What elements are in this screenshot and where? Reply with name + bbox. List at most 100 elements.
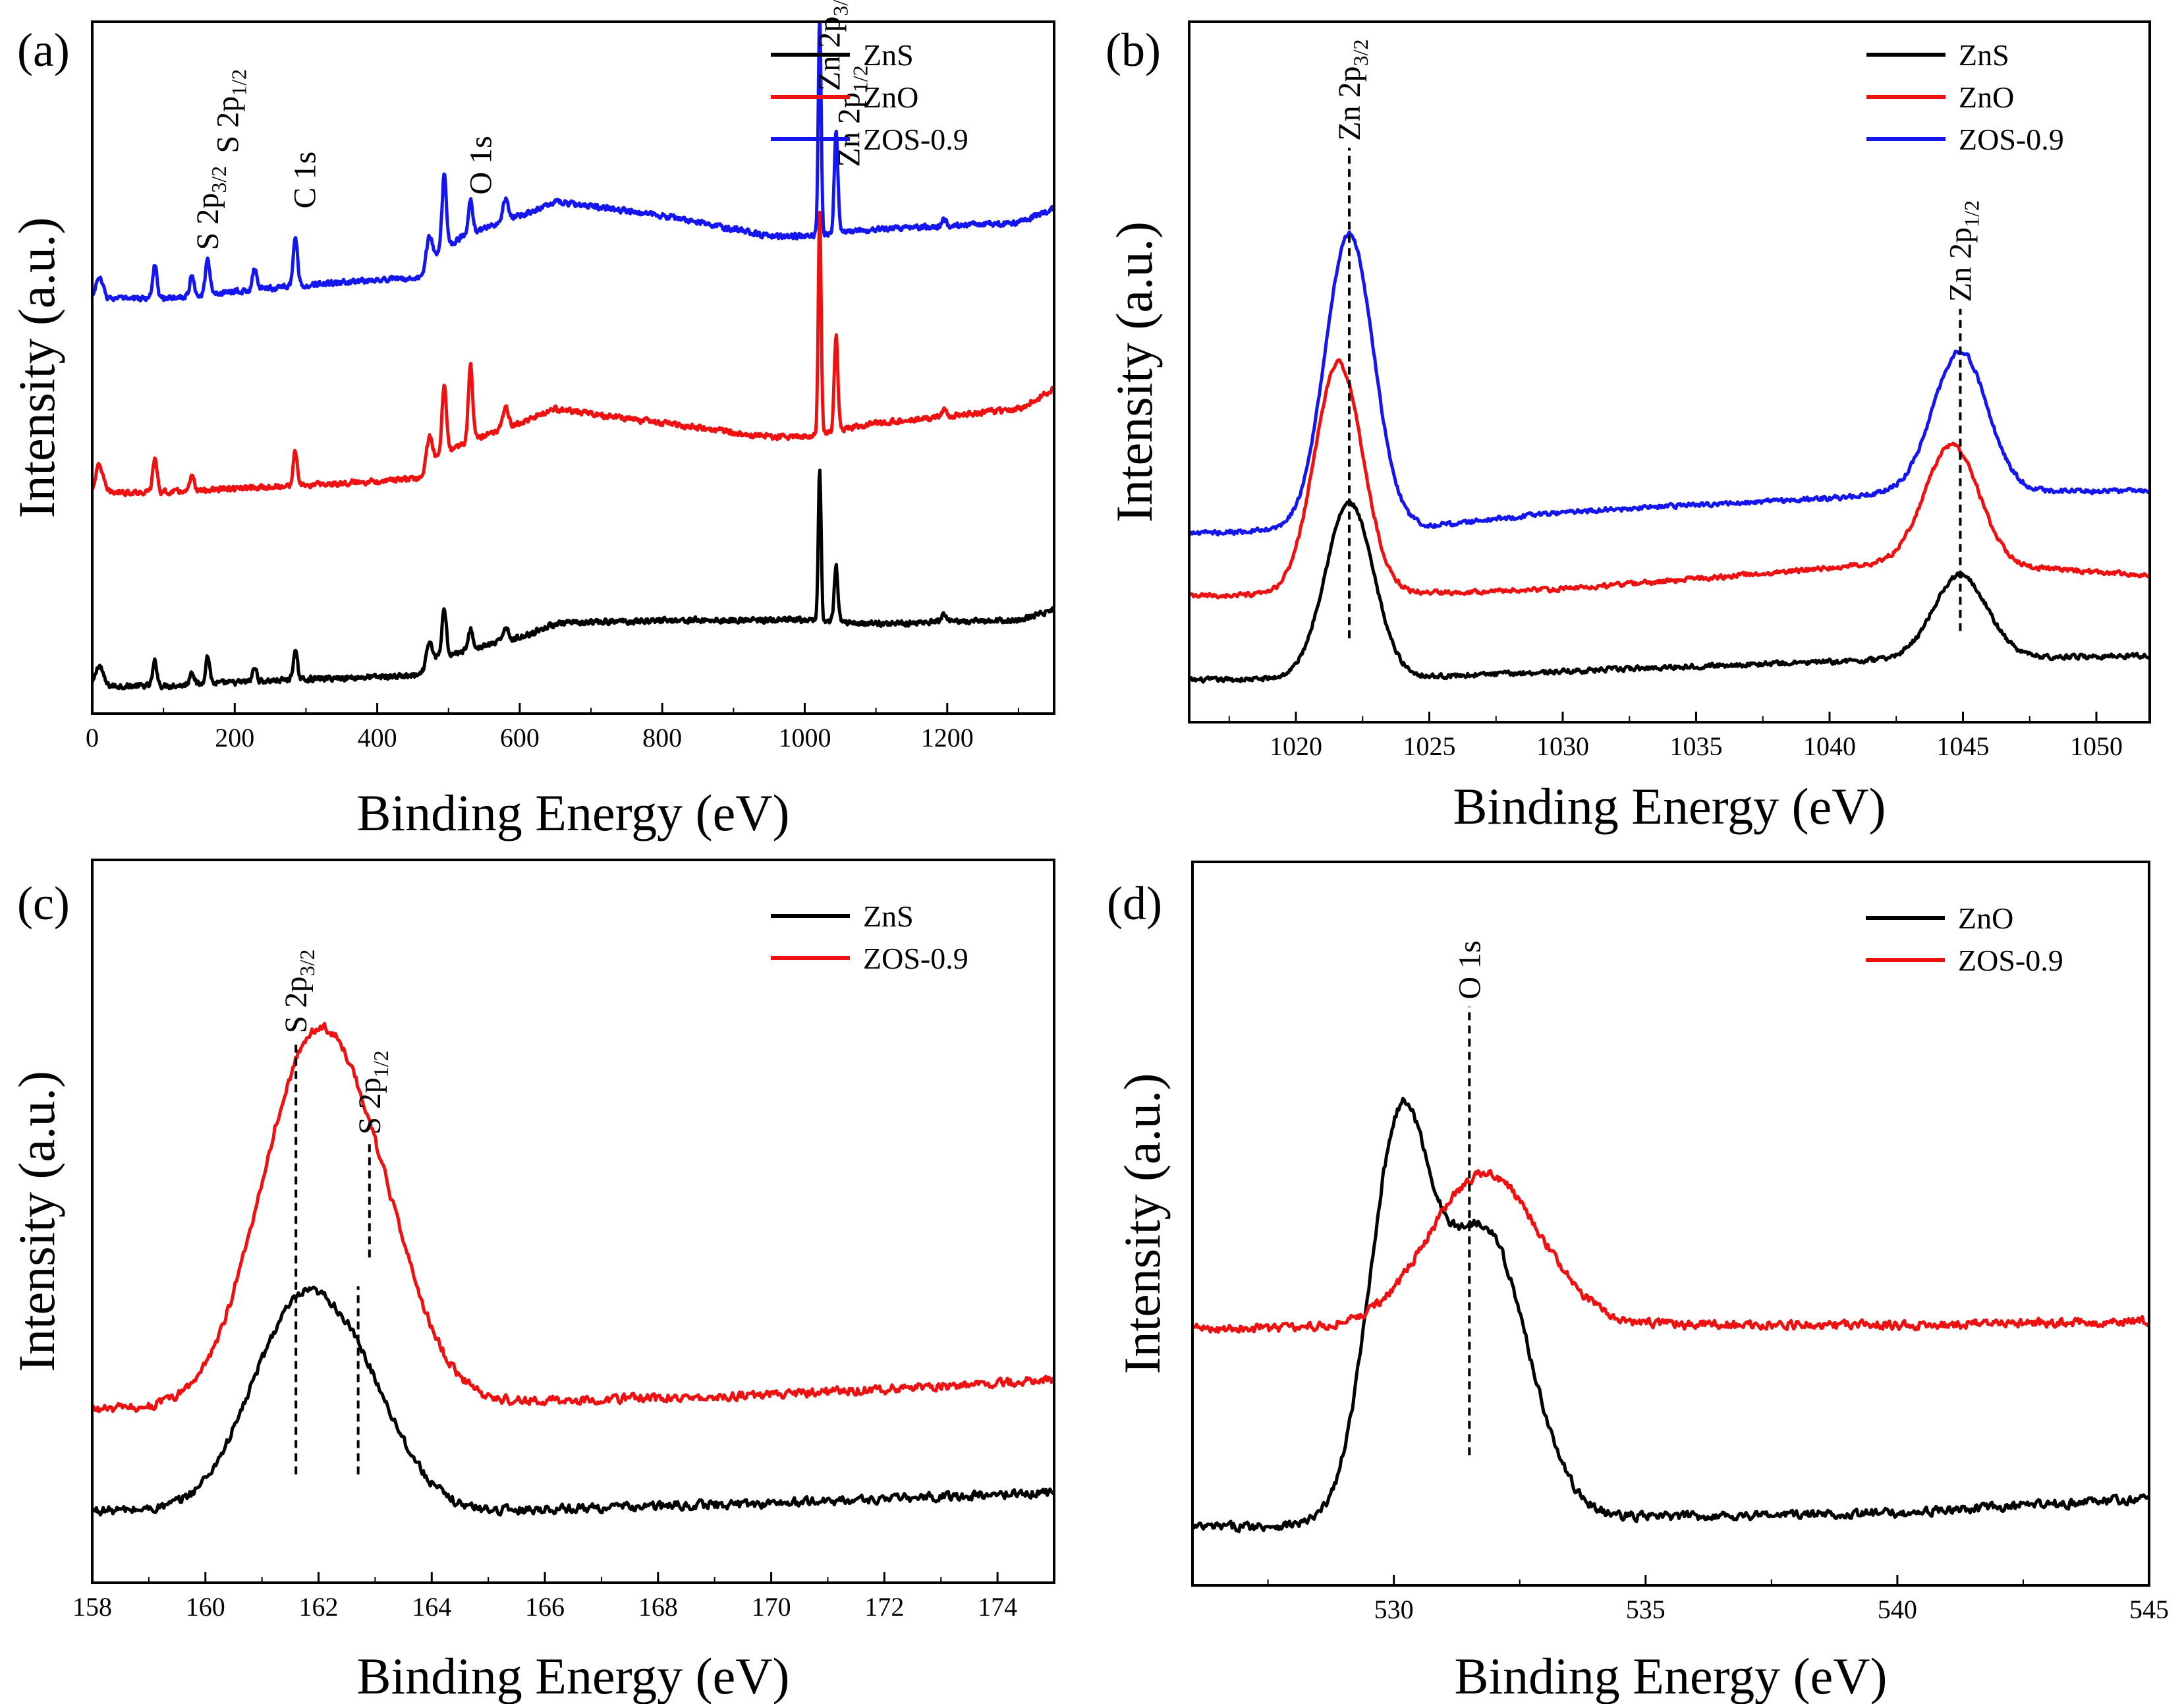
x-tick-label: 1040 [1803, 731, 1856, 761]
peak-label-main: Zn 2p [1943, 227, 1978, 302]
x-tick-label: 166 [525, 1592, 565, 1622]
x-tick-label: 800 [642, 723, 682, 753]
peak-label-main: S 2p [210, 96, 245, 154]
peak-label: Zn 2p3/2 [1332, 39, 1372, 140]
x-tick-label: 1000 [778, 723, 831, 753]
legend: ZnO ZOS-0.9 [1866, 901, 2063, 977]
peak-label-main: S 2p [190, 193, 225, 250]
peak-label-main: C 1s [287, 152, 322, 209]
legend-label-zns: ZnS [863, 899, 914, 933]
x-tick-label: 1200 [921, 723, 974, 753]
peak-label-sub: 3/2 [295, 950, 319, 977]
x-axis-title: Binding Energy (eV) [1454, 1647, 1887, 1704]
series-line-zos-0.9 [92, 22, 1054, 302]
x-tick-label: 540 [1878, 1595, 1917, 1624]
x-tick-label: 1025 [1403, 731, 1456, 761]
peak-label: O 1s [1452, 940, 1487, 999]
legend-label-zos-0.9: ZOS-0.9 [1958, 944, 2063, 977]
x-tick-label: 1035 [1670, 731, 1723, 761]
x-tick-label: 1030 [1536, 731, 1589, 761]
x-tick-label: 158 [72, 1592, 112, 1622]
panel-label: (b) [1106, 24, 1161, 76]
peak-label-sub: 3/2 [1349, 39, 1372, 66]
x-axis-title: Binding Energy (eV) [356, 784, 789, 841]
legend: ZnS ZOS-0.9 [771, 899, 968, 975]
series-line-zno [1192, 1096, 2149, 1533]
legend-label-zos-0.9: ZOS-0.9 [1959, 123, 2064, 156]
y-axis-title: Intensity (a.u.) [8, 1071, 65, 1372]
y-axis-title: Intensity (a.u.) [1106, 221, 1163, 523]
peak-label-sub: 1/2 [1959, 200, 1983, 227]
peak-label-main: O 1s [1452, 940, 1487, 999]
x-tick-label: 0 [86, 723, 99, 753]
peak-label: O 1s [463, 136, 498, 194]
x-tick-label: 162 [299, 1592, 339, 1622]
peak-label-main: S 2p [352, 1077, 387, 1135]
x-tick-label: 530 [1374, 1595, 1414, 1624]
panel-label: (c) [17, 877, 70, 930]
x-tick-label: 600 [500, 723, 540, 753]
peak-label-sub: 3/2 [828, 0, 852, 16]
x-tick-label: 164 [412, 1592, 451, 1622]
x-tick-label: 174 [978, 1592, 1017, 1622]
series-line-zno [1189, 358, 2150, 600]
x-tick-label: 170 [752, 1592, 791, 1622]
x-tick-label: 535 [1626, 1595, 1666, 1624]
legend-label-zos-0.9: ZOS-0.9 [863, 942, 968, 975]
series-line-zns [92, 469, 1054, 691]
peak-label-sub: 3/2 [207, 166, 231, 193]
panel-label: (a) [17, 24, 70, 76]
legend: ZnS ZnO ZOS-0.9 [1866, 38, 2064, 156]
peak-label: S 2p3/2 [279, 950, 319, 1034]
peak-label-sub: 1/2 [227, 69, 250, 96]
x-tick-label: 545 [2129, 1595, 2169, 1624]
x-tick-label: 1050 [2070, 731, 2123, 761]
plot-frame [91, 20, 1055, 715]
legend-label-zno: ZnO [1959, 80, 2014, 114]
panel-label: (d) [1107, 877, 1162, 930]
series-line-zos-0.9 [1189, 230, 2150, 537]
peak-label-sub: 1/2 [849, 65, 872, 92]
legend-label-zos-0.9: ZOS-0.9 [863, 123, 968, 156]
series-line-zns [1189, 499, 2150, 684]
series-line-zos-0.9 [1192, 1169, 2149, 1334]
x-tick-label: 1020 [1270, 731, 1322, 761]
legend-label-zno: ZnO [1958, 901, 2013, 935]
peak-label: S 2p1/2 [352, 1050, 393, 1135]
peak-label-main: S 2p [279, 977, 314, 1034]
legend-label-zno: ZnO [863, 80, 918, 114]
legend-label-zns: ZnS [863, 38, 914, 72]
peak-label: C 1s [287, 152, 322, 209]
x-tick-label: 168 [638, 1592, 678, 1622]
peak-label: Zn 2p1/2 [1943, 200, 1983, 302]
peak-label-main: Zn 2p [1332, 66, 1367, 140]
plot-frame [1188, 20, 2151, 724]
legend-label-zns: ZnS [1959, 38, 2009, 72]
legend: ZnS ZnO ZOS-0.9 [771, 38, 968, 156]
peak-label: Zn 2p3/2 [812, 0, 852, 91]
peak-label: S 2p3/2 [190, 166, 231, 250]
plot-frame [91, 859, 1055, 1584]
series-line-zns [92, 1286, 1054, 1517]
x-tick-label: 1045 [1937, 731, 1990, 761]
x-tick-label: 200 [215, 723, 254, 753]
peak-label-main: Zn 2p [832, 92, 867, 167]
y-axis-title: Intensity (a.u.) [1113, 1073, 1171, 1374]
x-tick-label: 400 [358, 723, 397, 753]
plot-frame [1191, 861, 2150, 1587]
y-axis-title: Intensity (a.u.) [8, 217, 65, 518]
x-tick-label: 172 [864, 1592, 904, 1622]
x-axis-title: Binding Energy (eV) [1453, 778, 1886, 835]
series-line-zos-0.9 [92, 1021, 1054, 1413]
peak-label: S 2p1/2 [210, 69, 250, 154]
series-line-zno [92, 210, 1054, 497]
peak-label-main: O 1s [463, 136, 498, 194]
x-tick-label: 160 [186, 1592, 225, 1622]
chart-panel-d: O 1s 530 535 540 545 Binding Energy (eV) Inten… [1107, 861, 2169, 1704]
x-axis-title: Binding Energy (eV) [356, 1647, 789, 1704]
peak-label: Zn 2p1/2 [832, 65, 872, 167]
